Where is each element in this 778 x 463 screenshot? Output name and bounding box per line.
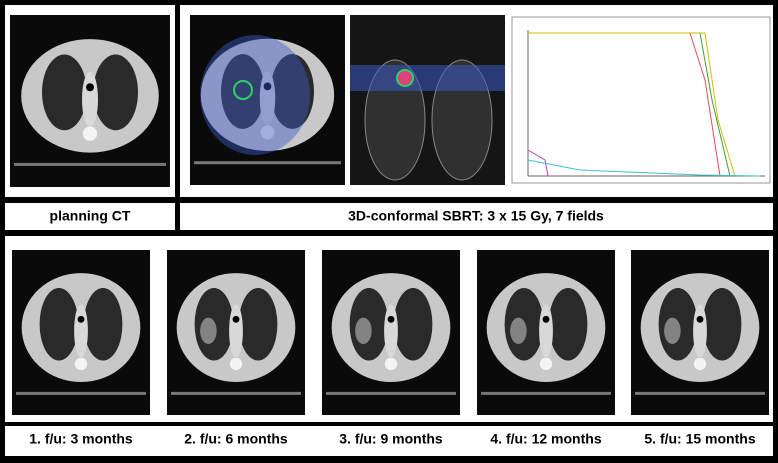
lung-left: [393, 287, 433, 361]
trachea: [542, 315, 550, 323]
lung-left: [83, 287, 123, 361]
followup-label: 2. f/u: 6 months: [184, 431, 288, 447]
trachea: [232, 315, 240, 323]
trachea: [263, 82, 272, 91]
mediastinum: [384, 304, 398, 358]
dvh-chart: [511, 16, 771, 184]
coronal-beam: [350, 65, 505, 91]
coronal-scan: [350, 15, 505, 185]
dvh-curve: [527, 159, 761, 177]
lung-left: [702, 287, 742, 361]
spine: [384, 357, 398, 371]
ct-scan: [10, 15, 170, 187]
spine: [82, 126, 98, 141]
treatment-label: 3D-conformal SBRT: 3 x 15 Gy, 7 fields: [348, 208, 604, 224]
mediastinum: [74, 304, 88, 358]
lung-left: [270, 54, 314, 129]
ptv: [233, 80, 253, 100]
ct-scan: [477, 250, 615, 415]
lung-right: [42, 54, 87, 131]
lesion: [200, 317, 217, 345]
table: [635, 391, 765, 395]
trachea: [387, 315, 395, 323]
ct-scan: [322, 250, 460, 415]
followup-label: 4. f/u: 12 months: [490, 431, 601, 447]
trachea: [77, 315, 85, 323]
ct-scan: [190, 15, 345, 185]
dose-overlay: [200, 35, 310, 155]
followup-label: 1. f/u: 3 months: [29, 431, 133, 447]
spine: [229, 357, 243, 371]
table: [171, 391, 301, 395]
mediastinum: [259, 71, 276, 126]
table: [14, 162, 166, 166]
spine: [74, 357, 88, 371]
lung-left: [238, 287, 278, 361]
planning-label: planning CT: [50, 208, 131, 224]
trachea: [86, 83, 94, 92]
followup-label: 3. f/u: 9 months: [339, 431, 443, 447]
dvh-curve: [528, 32, 736, 177]
mediastinum: [82, 71, 98, 127]
mediastinum: [229, 304, 243, 358]
followup-labels: 1. f/u: 3 months 2. f/u: 6 months 3. f/u: …: [29, 431, 756, 447]
table: [481, 391, 611, 395]
ct-scan: [12, 250, 150, 415]
spine: [539, 357, 553, 371]
spine: [260, 125, 275, 140]
followup-label: 5. f/u: 15 months: [644, 431, 755, 447]
planning-label-box: [5, 203, 175, 230]
mediastinum: [539, 304, 553, 358]
coronal-ptv: [396, 69, 414, 87]
lung-left: [548, 287, 588, 361]
lung-left: [93, 54, 138, 131]
ct-scan: [631, 250, 769, 415]
lung-right: [221, 54, 265, 129]
trachea: [696, 315, 704, 323]
lesion: [664, 317, 681, 345]
dvh-background: [511, 16, 771, 184]
ct-scan: [167, 250, 305, 415]
table: [194, 161, 341, 165]
followup-label-box: [5, 426, 773, 456]
treatment-label-box: [180, 203, 773, 230]
mediastinum: [693, 304, 707, 358]
lesion: [510, 317, 527, 345]
lung-right: [39, 287, 79, 361]
spine: [693, 357, 707, 371]
dose-field: [200, 35, 310, 155]
images: [10, 15, 771, 415]
table: [326, 391, 456, 395]
dvh-curve: [527, 149, 549, 177]
lesion: [355, 317, 372, 345]
table: [16, 391, 146, 395]
